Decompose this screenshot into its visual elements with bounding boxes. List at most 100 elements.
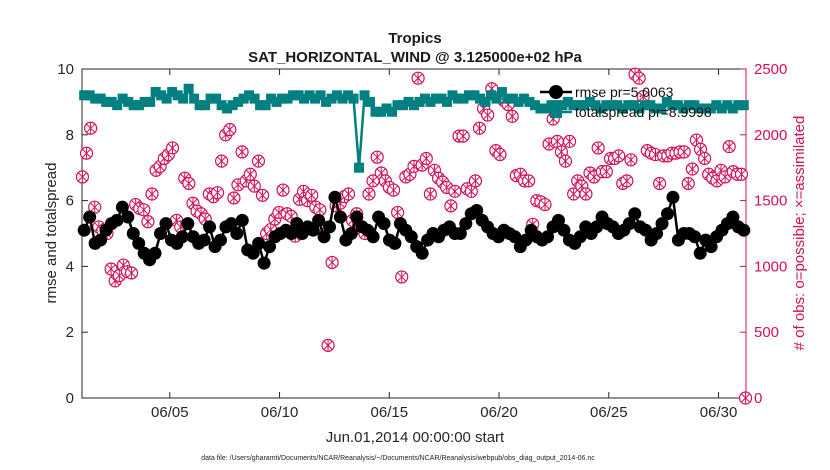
- x-tick-label: 06/20: [480, 404, 518, 421]
- rmse-point: [344, 227, 358, 240]
- totalspread-point: [299, 93, 310, 104]
- legend-rmse-label: rmse pr=5.0063: [575, 84, 674, 100]
- obs-point: [235, 145, 249, 159]
- totalspread-point: [249, 93, 260, 104]
- obs-point: [505, 109, 519, 123]
- totalspread-point: [452, 93, 463, 104]
- obs-point: [215, 154, 229, 168]
- obs-point: [599, 165, 613, 179]
- obs-point: [223, 122, 237, 137]
- totalspread-point: [535, 103, 546, 114]
- rmse-point: [154, 227, 168, 240]
- chart-title: Tropics: [388, 30, 441, 47]
- rmse-point: [660, 207, 674, 221]
- rmse-point: [350, 210, 364, 224]
- rmse-point: [94, 233, 108, 247]
- totalspread-point: [403, 96, 414, 107]
- legend: rmse pr=5.0063 totalspread pr=8.9998: [540, 84, 712, 120]
- obs-point: [444, 199, 458, 213]
- totalspread-point: [266, 93, 277, 104]
- totalspread-point: [304, 90, 315, 101]
- obs-point: [145, 187, 159, 201]
- obs-point: [575, 179, 589, 193]
- totalspread-point: [727, 103, 738, 114]
- obs-point: [141, 215, 155, 229]
- rmse-point: [655, 217, 669, 231]
- obs-point: [182, 176, 196, 191]
- totalspread-point: [722, 100, 733, 111]
- rmse-point: [377, 217, 391, 231]
- totalspread-point: [689, 100, 700, 111]
- totalspread-point: [101, 96, 112, 107]
- totalspread-point: [90, 93, 101, 104]
- rmse-point: [557, 223, 571, 237]
- totalspread-point: [606, 100, 617, 111]
- obs-point: [243, 167, 257, 181]
- obs-point: [493, 147, 507, 162]
- rmse-point: [704, 240, 718, 254]
- rmse-point: [203, 220, 217, 234]
- totalspread-point: [134, 100, 145, 111]
- x-tick-label: 06/25: [590, 404, 628, 421]
- obs-point: [251, 154, 266, 168]
- obs-point: [562, 134, 577, 148]
- totalspread-point: [84, 90, 95, 101]
- x-tick-label: 06/05: [151, 404, 189, 421]
- x-axis: 06/05 06/10 06/15 06/20 06/25 06/30: [151, 69, 737, 421]
- rmse-point: [737, 223, 751, 237]
- totalspread-point: [628, 100, 639, 111]
- obs-point: [210, 186, 225, 200]
- rmse-point: [284, 227, 298, 240]
- totalspread-point: [414, 96, 425, 107]
- obs-point: [79, 146, 94, 160]
- totalspread-point: [524, 96, 535, 107]
- totalspread-point: [332, 90, 343, 101]
- rmse-point: [263, 240, 277, 254]
- obs-point: [247, 179, 261, 193]
- obs-point: [653, 176, 667, 191]
- totalspread-point: [573, 100, 584, 111]
- y-tick-right-label: 500: [754, 324, 779, 341]
- totalspread-point: [370, 106, 381, 117]
- totalspread-point: [733, 100, 744, 111]
- obs-point: [313, 203, 327, 217]
- rmse-point: [110, 213, 124, 227]
- rmse-point: [622, 217, 636, 231]
- rmse-point: [159, 217, 173, 231]
- y-tick-right-label: 2000: [754, 127, 787, 144]
- totalspread-point: [463, 90, 474, 101]
- totalspread-point: [167, 87, 178, 98]
- obs-point: [522, 174, 536, 188]
- obs-point: [591, 141, 605, 155]
- rmse-point: [551, 213, 565, 227]
- rmse-point: [726, 210, 740, 224]
- rmse-series: [77, 190, 751, 270]
- totalspread-point: [623, 100, 634, 111]
- totalspread-point: [645, 100, 656, 111]
- totalspread-point: [216, 100, 227, 111]
- y-tick-label: 10: [57, 61, 74, 78]
- rmse-point: [573, 230, 587, 244]
- obs-point: [612, 149, 626, 163]
- obs-point: [456, 129, 470, 143]
- totalspread-point: [425, 96, 436, 107]
- y-axis-right-label: # of obs: o=possible; ×=assimilated: [791, 116, 808, 351]
- obs-point: [276, 183, 290, 197]
- totalspread-point: [117, 93, 128, 104]
- rmse-point: [230, 227, 244, 240]
- obs-point: [624, 153, 638, 167]
- totalspread-point: [194, 100, 205, 111]
- y-axis-right: 0 500 1000 1500 2000 2500: [740, 61, 787, 407]
- obs-point: [677, 145, 691, 159]
- rmse-point: [132, 236, 146, 250]
- obs-point: [370, 150, 384, 164]
- y-tick-label: 6: [66, 193, 74, 210]
- rmse-point: [333, 210, 347, 224]
- rmse-point: [508, 230, 522, 244]
- rmse-point: [650, 227, 664, 240]
- rmse-point: [328, 190, 342, 204]
- totalspread-point: [348, 93, 359, 104]
- totalspread-point: [260, 100, 271, 111]
- obs-point: [681, 176, 695, 191]
- totalspread-point: [590, 100, 601, 111]
